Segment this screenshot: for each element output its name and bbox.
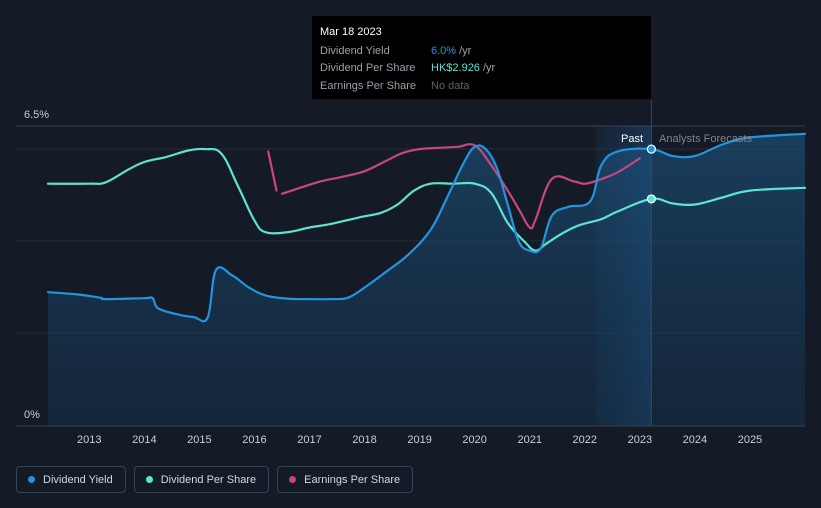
x-tick-label: 2015: [187, 434, 211, 446]
x-tick-label: 2020: [462, 434, 486, 446]
legend-dot-icon: [28, 476, 35, 483]
tooltip-row-dividend-yield: Dividend Yield 6.0% /yr: [320, 43, 643, 61]
hover-markers: [646, 144, 656, 204]
legend-dot-icon: [145, 476, 153, 483]
tooltip-label: Dividend Yield: [320, 44, 390, 57]
legend-label: Dividend Per Share: [160, 473, 257, 486]
tooltip-unit: /yr: [482, 62, 496, 74]
x-axis-ticks: 2013 2014 2015 2016 2017 2018 2019 2020 2021 2022…: [77, 434, 762, 446]
legend-dividend-per-share[interactable]: Dividend Per Share: [133, 466, 270, 493]
x-tick-label: 2016: [242, 434, 266, 446]
hover-tooltip: Mar 18 2023 Dividend Yield 6.0% /yr Divi…: [312, 16, 651, 99]
legend-label: Earnings Per Share: [304, 473, 401, 486]
dividend-yield-area: [48, 133, 805, 427]
earnings-per-share-line: [280, 143, 641, 230]
dividend-yield-marker: [646, 144, 656, 154]
chart-legend: Dividend Yield Dividend Per Share Earnin…: [16, 466, 414, 493]
legend-dot-icon: [289, 476, 297, 483]
tooltip-label: Earnings Per Share: [320, 79, 416, 92]
tooltip-label: Dividend Per Share: [320, 62, 416, 74]
tooltip-row-dividend-per-share: Dividend Per Share HK$2.926 /yr: [320, 60, 643, 78]
legend-earnings-per-share[interactable]: Earnings Per Share: [277, 466, 414, 493]
tooltip-row-earnings-per-share: Earnings Per Share No data: [320, 78, 643, 96]
forecast-label: Analysts Forecasts: [659, 133, 752, 145]
legend-label: Dividend Yield: [43, 473, 113, 486]
past-label: Past: [621, 133, 643, 145]
dividend-per-share-marker: [646, 194, 656, 204]
x-tick-label: 2022: [573, 434, 597, 446]
x-tick-label: 2014: [132, 434, 156, 446]
earnings-per-share-line: [267, 150, 278, 192]
x-tick-label: 2021: [517, 434, 541, 446]
y-axis-bottom-label: 0%: [24, 409, 40, 421]
legend-dividend-yield[interactable]: Dividend Yield: [16, 466, 126, 493]
tooltip-value: No data: [431, 79, 470, 92]
x-tick-label: 2025: [738, 434, 762, 446]
x-tick-label: 2017: [297, 434, 321, 446]
tooltip-value: 6.0%: [431, 44, 457, 57]
series-lines: [46, 132, 807, 323]
dividend-per-share-line: [46, 147, 807, 252]
x-tick-label: 2023: [628, 434, 652, 446]
x-tick-label: 2019: [407, 434, 431, 446]
x-tick-label: 2024: [683, 434, 707, 446]
x-tick-label: 2018: [352, 434, 376, 446]
dividend-yield-line: [46, 132, 807, 323]
tooltip-date: Mar 18 2023: [320, 26, 382, 38]
tooltip-value: HK$2.926: [431, 62, 480, 74]
x-tick-label: 2013: [77, 434, 101, 446]
y-axis-top-label: 6.5%: [24, 109, 49, 121]
tooltip-unit: /yr: [459, 44, 472, 57]
